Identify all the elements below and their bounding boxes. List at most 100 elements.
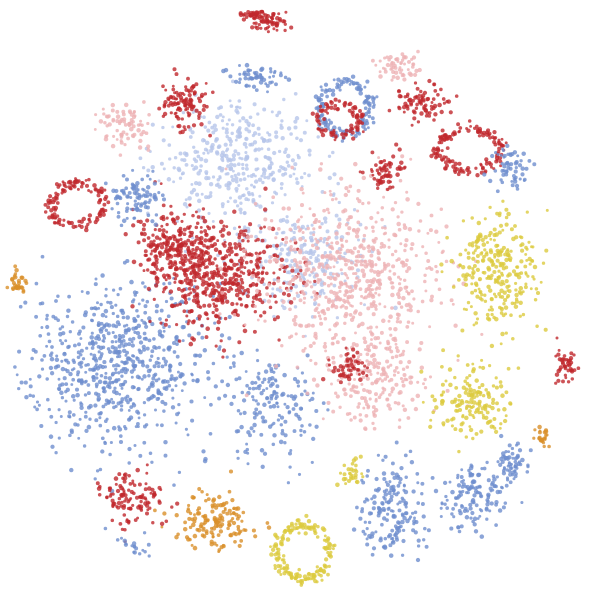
scatter-point [174,384,178,388]
scatter-point [178,95,184,100]
scatter-point [531,245,535,249]
scatter-point [146,148,151,152]
scatter-point [497,292,502,296]
scatter-point [187,319,191,323]
scatter-point [329,282,333,286]
scatter-point [299,186,304,192]
scatter-point [295,136,299,141]
scatter-point [195,511,200,516]
scatter-point [390,292,395,298]
scatter-point [40,367,45,371]
scatter-point [408,380,413,385]
scatter-point [293,226,298,231]
scatter-point [253,304,257,309]
scatter-point [412,297,416,301]
scatter-point [102,112,106,116]
scatter-point [192,545,198,551]
scatter-point [143,304,148,309]
scatter-point [175,248,180,253]
scatter-point [390,306,394,310]
scatter-point [220,298,225,303]
scatter-point [302,296,307,300]
scatter-point [359,301,363,305]
scatter-point [111,323,116,328]
scatter-point [42,354,47,358]
scatter-point [405,258,409,263]
scatter-point [93,477,97,481]
scatter-point [220,233,225,238]
scatter-point [180,158,184,162]
scatter-point [494,385,499,390]
scatter-point [190,182,194,186]
scatter-point [453,427,458,432]
scatter-point [223,393,228,398]
scatter-point [405,365,410,369]
scatter-point [254,275,258,279]
scatter-point [331,409,336,414]
scatter-point [215,151,220,156]
scatter-point [104,294,108,298]
scatter-point [294,116,300,121]
scatter-point [191,247,195,252]
scatter-point [322,272,327,277]
scatter-point [156,390,162,396]
scatter-point [121,109,126,114]
cluster-pink-7 [305,318,450,431]
scatter-point [182,309,187,314]
scatter-point [67,185,72,189]
scatter-point [76,187,80,191]
scatter-point [401,380,405,384]
scatter-point [146,387,151,392]
scatter-point [362,274,366,279]
scatter-point [150,349,155,354]
scatter-point [118,286,123,291]
scatter-point [396,401,401,406]
scatter-point [350,304,354,308]
scatter-point [487,308,491,312]
scatter-point [300,289,305,294]
scatter-point [236,409,241,413]
scatter-point [361,239,366,243]
scatter-point [196,215,201,219]
scatter-point [83,393,88,397]
scatter-point [439,140,444,145]
scatter-point [475,173,480,178]
scatter-point [308,423,312,427]
scatter-point [410,375,414,379]
scatter-point [80,290,84,293]
scatter-point [349,123,354,128]
scatter-point [498,384,504,389]
scatter-point [191,213,195,218]
scatter-point [176,166,181,172]
scatter-point [393,401,398,405]
scatter-point [287,571,292,576]
scatter-point [293,284,299,289]
scatter-point [266,175,271,180]
scatter-point [316,524,320,529]
scatter-point [171,241,175,246]
scatter-point [221,159,225,163]
scatter-point [367,249,372,253]
scatter-point [252,185,256,189]
scatter-point [495,401,499,406]
scatter-point [335,260,339,264]
scatter-point [496,152,500,156]
scatter-point [162,287,167,291]
scatter-point [409,246,414,251]
scatter-point [465,167,470,173]
scatter-point [118,439,124,445]
scatter-point [330,241,334,245]
scatter-point [91,357,95,361]
scatter-point [217,166,222,171]
scatter-point [388,497,394,503]
scatter-point [132,385,136,390]
scatter-point [217,520,221,525]
scatter-point [164,299,169,304]
scatter-point [252,102,257,107]
scatter-point [513,224,517,228]
scatter-point [229,249,234,254]
scatter-point [265,521,270,525]
scatter-point [527,240,531,244]
scatter-point [243,266,247,270]
scatter-point [374,291,378,295]
